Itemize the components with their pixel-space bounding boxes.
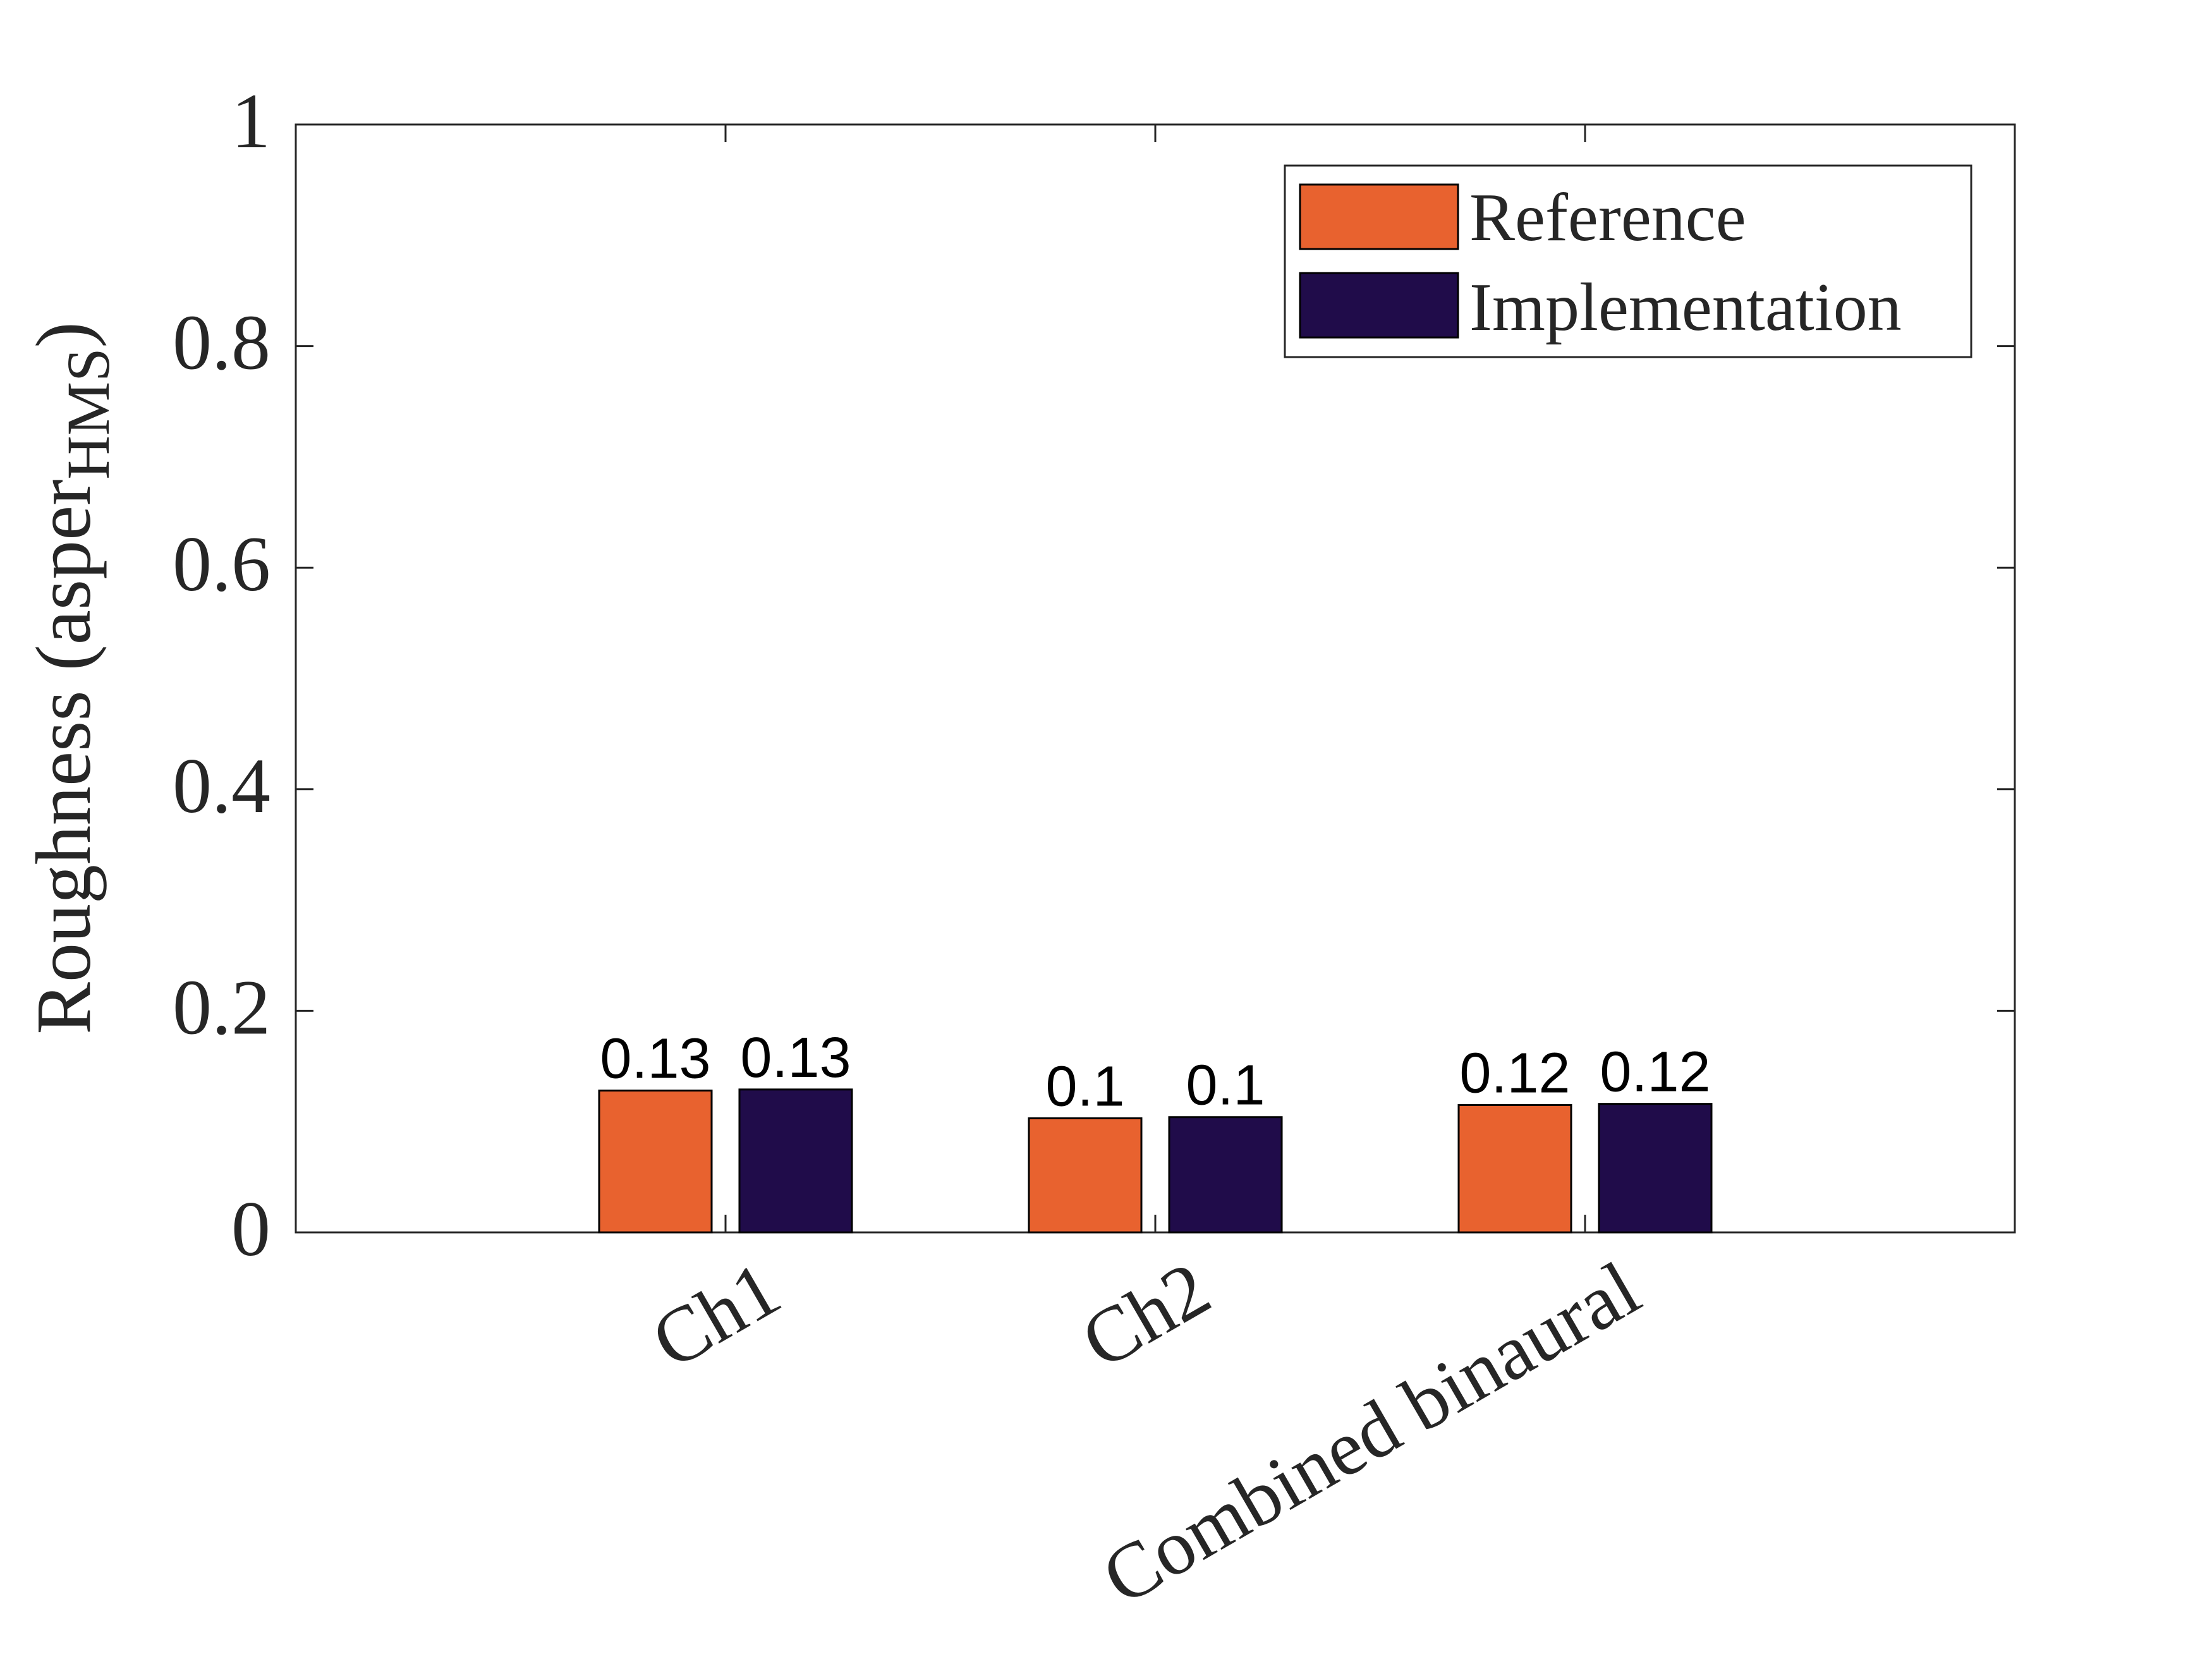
bar-reference (1457, 1103, 1572, 1234)
bar-reference (598, 1090, 713, 1234)
y-axis-label-main: Roughness (asper (20, 480, 107, 1035)
bar-implementation (1168, 1116, 1283, 1234)
bar-value-label: 0.12 (1600, 1041, 1710, 1104)
legend-label-reference: Reference (1469, 180, 1746, 255)
legend-label-implementation: Implementation (1469, 270, 1902, 345)
bar-implementation (738, 1088, 853, 1234)
y-axis-label-subscript: HMS (54, 348, 122, 480)
legend: Reference Implementation (1284, 164, 1972, 358)
bar-value-label: 0.13 (600, 1028, 710, 1091)
bar-value-label: 0.1 (1186, 1054, 1265, 1117)
y-axis-label: Roughness (asperHMS) (20, 322, 122, 1035)
y-tick-label: 0.2 (173, 964, 270, 1050)
y-axis: 0 0.2 0.4 0.6 0.8 1 (173, 78, 2015, 1272)
x-tick-label: Ch1 (638, 1245, 794, 1385)
bar-series (598, 1088, 1713, 1234)
data-labels: 0.13 0.1 0.12 0.13 0.1 0.12 (600, 1026, 1710, 1119)
y-tick-label: 0.8 (173, 300, 270, 386)
legend-swatch-implementation (1299, 272, 1459, 339)
bar-value-label: 0.1 (1045, 1055, 1124, 1118)
bar-value-label: 0.12 (1459, 1042, 1570, 1105)
y-axis-label-close: ) (20, 322, 107, 348)
legend-swatch-reference (1299, 183, 1459, 250)
y-tick-label: 0.6 (173, 521, 270, 607)
y-tick-label: 0.4 (173, 743, 270, 829)
bar-implementation (1598, 1103, 1713, 1234)
y-tick-label: 1 (231, 78, 270, 164)
bar-reference (1028, 1117, 1143, 1234)
bar-value-label: 0.13 (740, 1026, 851, 1090)
x-tick-label: Ch2 (1067, 1245, 1224, 1385)
y-tick-label: 0 (231, 1186, 270, 1272)
